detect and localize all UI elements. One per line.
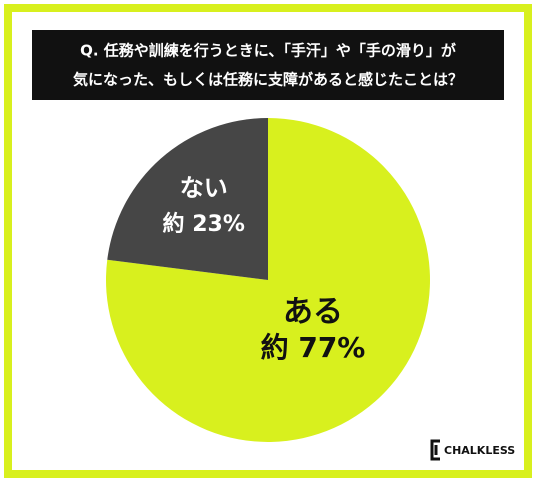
value-label: 約 77% <box>261 331 366 364</box>
pie-slice <box>106 118 431 442</box>
logo-icon <box>430 439 440 461</box>
title-banner <box>32 30 504 100</box>
frame <box>4 4 532 478</box>
chart-title: Q. 任務や訓練を行うときに、「手汗」や「手の滑り」が <box>80 42 457 60</box>
value-label: 約 23% <box>163 211 245 237</box>
chart-title: 気になった、もしくは任務に支障があると感じたことは？ <box>73 71 463 89</box>
logo-text: CHALKLESS <box>444 444 515 457</box>
slice-label: ある <box>283 295 343 330</box>
pie-slice <box>107 118 268 280</box>
slice-label: ない <box>180 174 228 202</box>
pie: ある約 77% ない約 23% <box>106 118 431 442</box>
logo: CHALKLESS <box>430 439 515 461</box>
